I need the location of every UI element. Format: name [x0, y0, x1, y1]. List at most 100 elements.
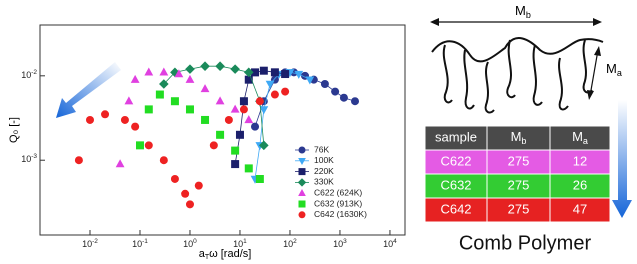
series-line: [254, 71, 356, 127]
tick-base: 10: [132, 239, 142, 249]
table-cell: [549, 125, 611, 151]
marker: [265, 80, 275, 89]
marker: [185, 64, 195, 74]
marker: [255, 174, 264, 183]
legend-marker: [298, 211, 306, 219]
table-cell-text: 12: [573, 153, 587, 168]
marker: [243, 67, 254, 78]
table-cell: [549, 197, 611, 223]
marker: [159, 79, 169, 89]
tick-label: 10-2: [21, 69, 37, 81]
tick-label: 100: [183, 238, 197, 250]
tick-exponent: -2: [92, 238, 98, 245]
backbone-label: Mb: [515, 3, 531, 20]
marker: [209, 141, 218, 150]
tick-base: 10: [333, 239, 343, 249]
x-label-rest: ω [rad/s]: [209, 248, 251, 260]
tick-exponent: 2: [293, 238, 297, 245]
marker: [115, 159, 125, 168]
marker: [239, 97, 248, 106]
legend-marker: [298, 146, 306, 154]
marker: [170, 174, 179, 183]
table-cell-text: 26: [573, 177, 587, 192]
tick-label: 10-1: [132, 238, 148, 250]
marker: [281, 87, 290, 96]
marker: [215, 61, 225, 71]
table-cell: [424, 149, 488, 175]
table-cell-text: 275: [508, 201, 530, 216]
marker: [201, 115, 210, 124]
marker: [159, 67, 169, 76]
header-cell: Ma: [572, 129, 588, 146]
legend-label: 76K: [314, 144, 329, 154]
marker: [251, 68, 260, 77]
marker: [185, 74, 195, 83]
tick-base: 10: [233, 239, 243, 249]
marker: [339, 93, 348, 102]
x-label-base: a: [199, 248, 206, 260]
legend-label: 220K: [314, 166, 334, 176]
tick-label: 10-3: [21, 153, 37, 165]
plot-frame: [39, 24, 406, 236]
arm-label: Ma: [606, 61, 622, 78]
marker: [200, 84, 210, 93]
table-cell: [486, 197, 551, 223]
marker: [251, 122, 260, 131]
table-cell: [549, 149, 611, 175]
legend-label: 100K: [314, 155, 334, 165]
marker: [144, 67, 154, 76]
legend-marker: [298, 189, 306, 196]
header-base: M: [511, 129, 522, 144]
table-cell-text: 47: [573, 201, 587, 216]
marker: [224, 115, 233, 124]
marker: [244, 115, 254, 124]
tick-exponent: -2: [31, 69, 37, 76]
tick-label: 102: [283, 238, 297, 250]
marker: [259, 106, 269, 115]
header-sub: a: [583, 136, 588, 146]
caption: Comb Polymer: [459, 232, 592, 254]
marker: [230, 64, 240, 74]
marker: [144, 105, 153, 114]
marker: [170, 67, 180, 78]
marker: [181, 189, 190, 198]
marker: [281, 70, 290, 79]
tick-exponent: 3: [343, 238, 347, 245]
legend-label: 330K: [314, 177, 334, 187]
tick-label: 104: [383, 238, 397, 250]
x-label-sub: T: [205, 254, 210, 261]
marker: [270, 68, 279, 77]
marker: [235, 130, 244, 139]
marker: [194, 181, 203, 190]
header-cell: Mb: [511, 129, 527, 146]
marker: [85, 115, 94, 124]
tick-label: 103: [333, 238, 347, 250]
table-cell: [486, 173, 551, 199]
tick-base: 10: [21, 155, 31, 165]
legend-marker: [298, 200, 306, 208]
tick-base: 10: [82, 239, 92, 249]
marker: [239, 105, 248, 114]
gradient-arrow: [56, 62, 121, 118]
marker: [215, 96, 225, 105]
marker: [200, 61, 210, 71]
tick-base: 10: [183, 239, 193, 249]
legend-label: C632 (913K): [314, 198, 362, 208]
marker: [320, 79, 329, 88]
legend-label: C642 (1630K): [314, 209, 367, 219]
legend-marker: [297, 178, 307, 187]
marker: [155, 90, 164, 99]
marker: [170, 97, 179, 106]
marker: [351, 97, 360, 106]
marker: [120, 115, 129, 124]
table-cell-text: 275: [508, 177, 530, 192]
table-cell: [424, 173, 488, 199]
header-cell: sample: [435, 129, 477, 144]
marker: [244, 164, 253, 173]
marker: [331, 87, 340, 96]
tick-exponent: 4: [393, 238, 397, 245]
table-cell: [424, 125, 488, 151]
marker: [174, 69, 184, 78]
